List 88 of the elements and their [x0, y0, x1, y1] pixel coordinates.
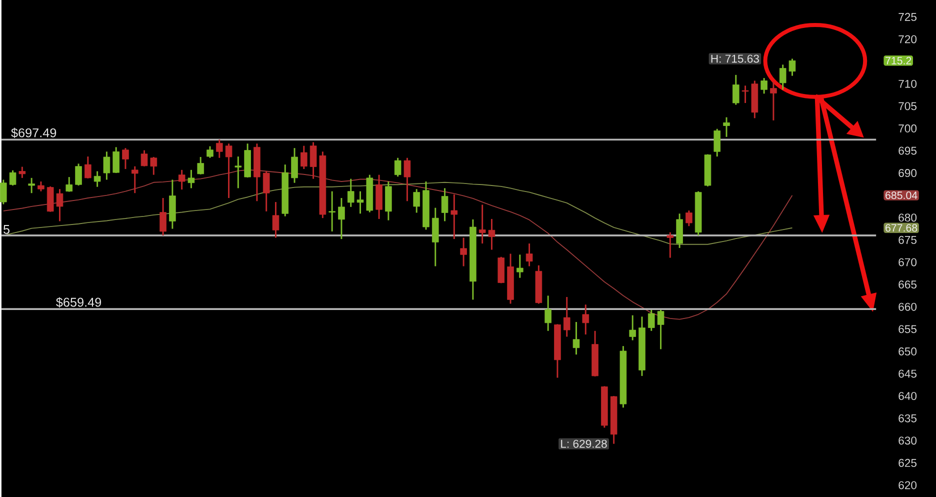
candlestick [66, 176, 73, 192]
candlestick [178, 169, 186, 190]
candlestick [197, 156, 204, 175]
candlestick [732, 74, 740, 106]
y-tick-label: 630 [898, 436, 917, 444]
y-tick-label: 695 [898, 146, 917, 155]
text: 715.2 [886, 56, 912, 64]
y-tick-label: 660 [898, 302, 917, 311]
candlestick [742, 84, 749, 104]
candlestick [38, 180, 44, 192]
ref-line-label: $697.49 [11, 128, 56, 138]
candlestick [582, 304, 590, 336]
candlestick [526, 242, 533, 267]
candlestick [338, 197, 345, 240]
candlestick [404, 157, 411, 202]
candlestick [75, 162, 82, 186]
candlestick [150, 156, 158, 176]
y-tick-label: 725 [898, 12, 917, 21]
candlestick [572, 321, 580, 356]
candlestick [56, 188, 64, 222]
ref-line-label: $659.49 [56, 297, 102, 308]
candlestick [441, 187, 448, 222]
y-tick-label: 620 [898, 481, 917, 490]
candlestick [779, 64, 786, 90]
candlestick [478, 204, 486, 244]
candlestick [160, 197, 166, 236]
candlestick [788, 58, 796, 76]
y-tick-label: 680 [898, 214, 917, 222]
candlestick [714, 128, 720, 158]
text: 677.68 [886, 224, 918, 232]
candlestick [0, 178, 7, 205]
y-tick-label: 710 [898, 80, 917, 88]
y-tick-label: 675 [898, 236, 917, 244]
candlestick [310, 141, 317, 180]
y-tick-label: 705 [898, 102, 917, 110]
candlestick [28, 177, 35, 194]
candlestick [216, 138, 223, 158]
y-tick-label: 670 [898, 258, 917, 266]
y-tick-label: 665 [898, 280, 917, 288]
candlestick [629, 314, 636, 341]
candlestick [225, 142, 232, 199]
candlestick [516, 254, 524, 278]
candlestick [760, 77, 768, 94]
candlestick [262, 170, 270, 212]
y-tick-label: 625 [898, 458, 917, 467]
candlestick [18, 166, 26, 179]
candlestick [188, 169, 195, 189]
candlestick [272, 201, 280, 238]
annotation: L: 629.28 [561, 440, 607, 448]
y-tick-label: 690 [898, 168, 917, 177]
y-tick-label: 700 [898, 124, 917, 132]
candlestick [648, 309, 655, 332]
y-tick-label: 655 [898, 324, 917, 333]
y-tick-label: 720 [898, 35, 917, 44]
candlestick [347, 178, 354, 208]
candlestick [140, 149, 148, 167]
candlestick [544, 294, 552, 332]
candlestick [94, 170, 101, 188]
candlestick [666, 231, 674, 258]
y-tick-label: 640 [898, 392, 917, 400]
candlestick [413, 188, 420, 214]
candlestick [300, 144, 308, 170]
candlestick [394, 157, 402, 178]
candlestick [657, 309, 664, 350]
candlestick [723, 116, 730, 138]
candlestick [234, 156, 242, 189]
candlestick [460, 236, 467, 267]
candlestick [686, 210, 692, 227]
y-tick-label: 650 [898, 347, 917, 356]
candlestick [488, 218, 496, 250]
candlestick [131, 165, 138, 194]
candlestick [328, 190, 336, 232]
candlestick [206, 145, 214, 158]
candlestick [84, 156, 92, 179]
candlestick [9, 169, 16, 186]
candlestick [112, 146, 120, 174]
y-tick-label: 645 [898, 370, 917, 378]
candlestick [450, 194, 458, 240]
y-tick-label: 635 [898, 414, 917, 422]
candlestick [291, 147, 298, 184]
annotation: H: 715.63 [711, 54, 759, 63]
annotation: 5 [3, 224, 10, 234]
candlestick [770, 80, 777, 122]
text: 685.04 [886, 191, 918, 199]
candlestick [356, 190, 364, 214]
candlestick [103, 150, 110, 180]
candlestick [122, 147, 129, 170]
candlestick [563, 296, 570, 338]
